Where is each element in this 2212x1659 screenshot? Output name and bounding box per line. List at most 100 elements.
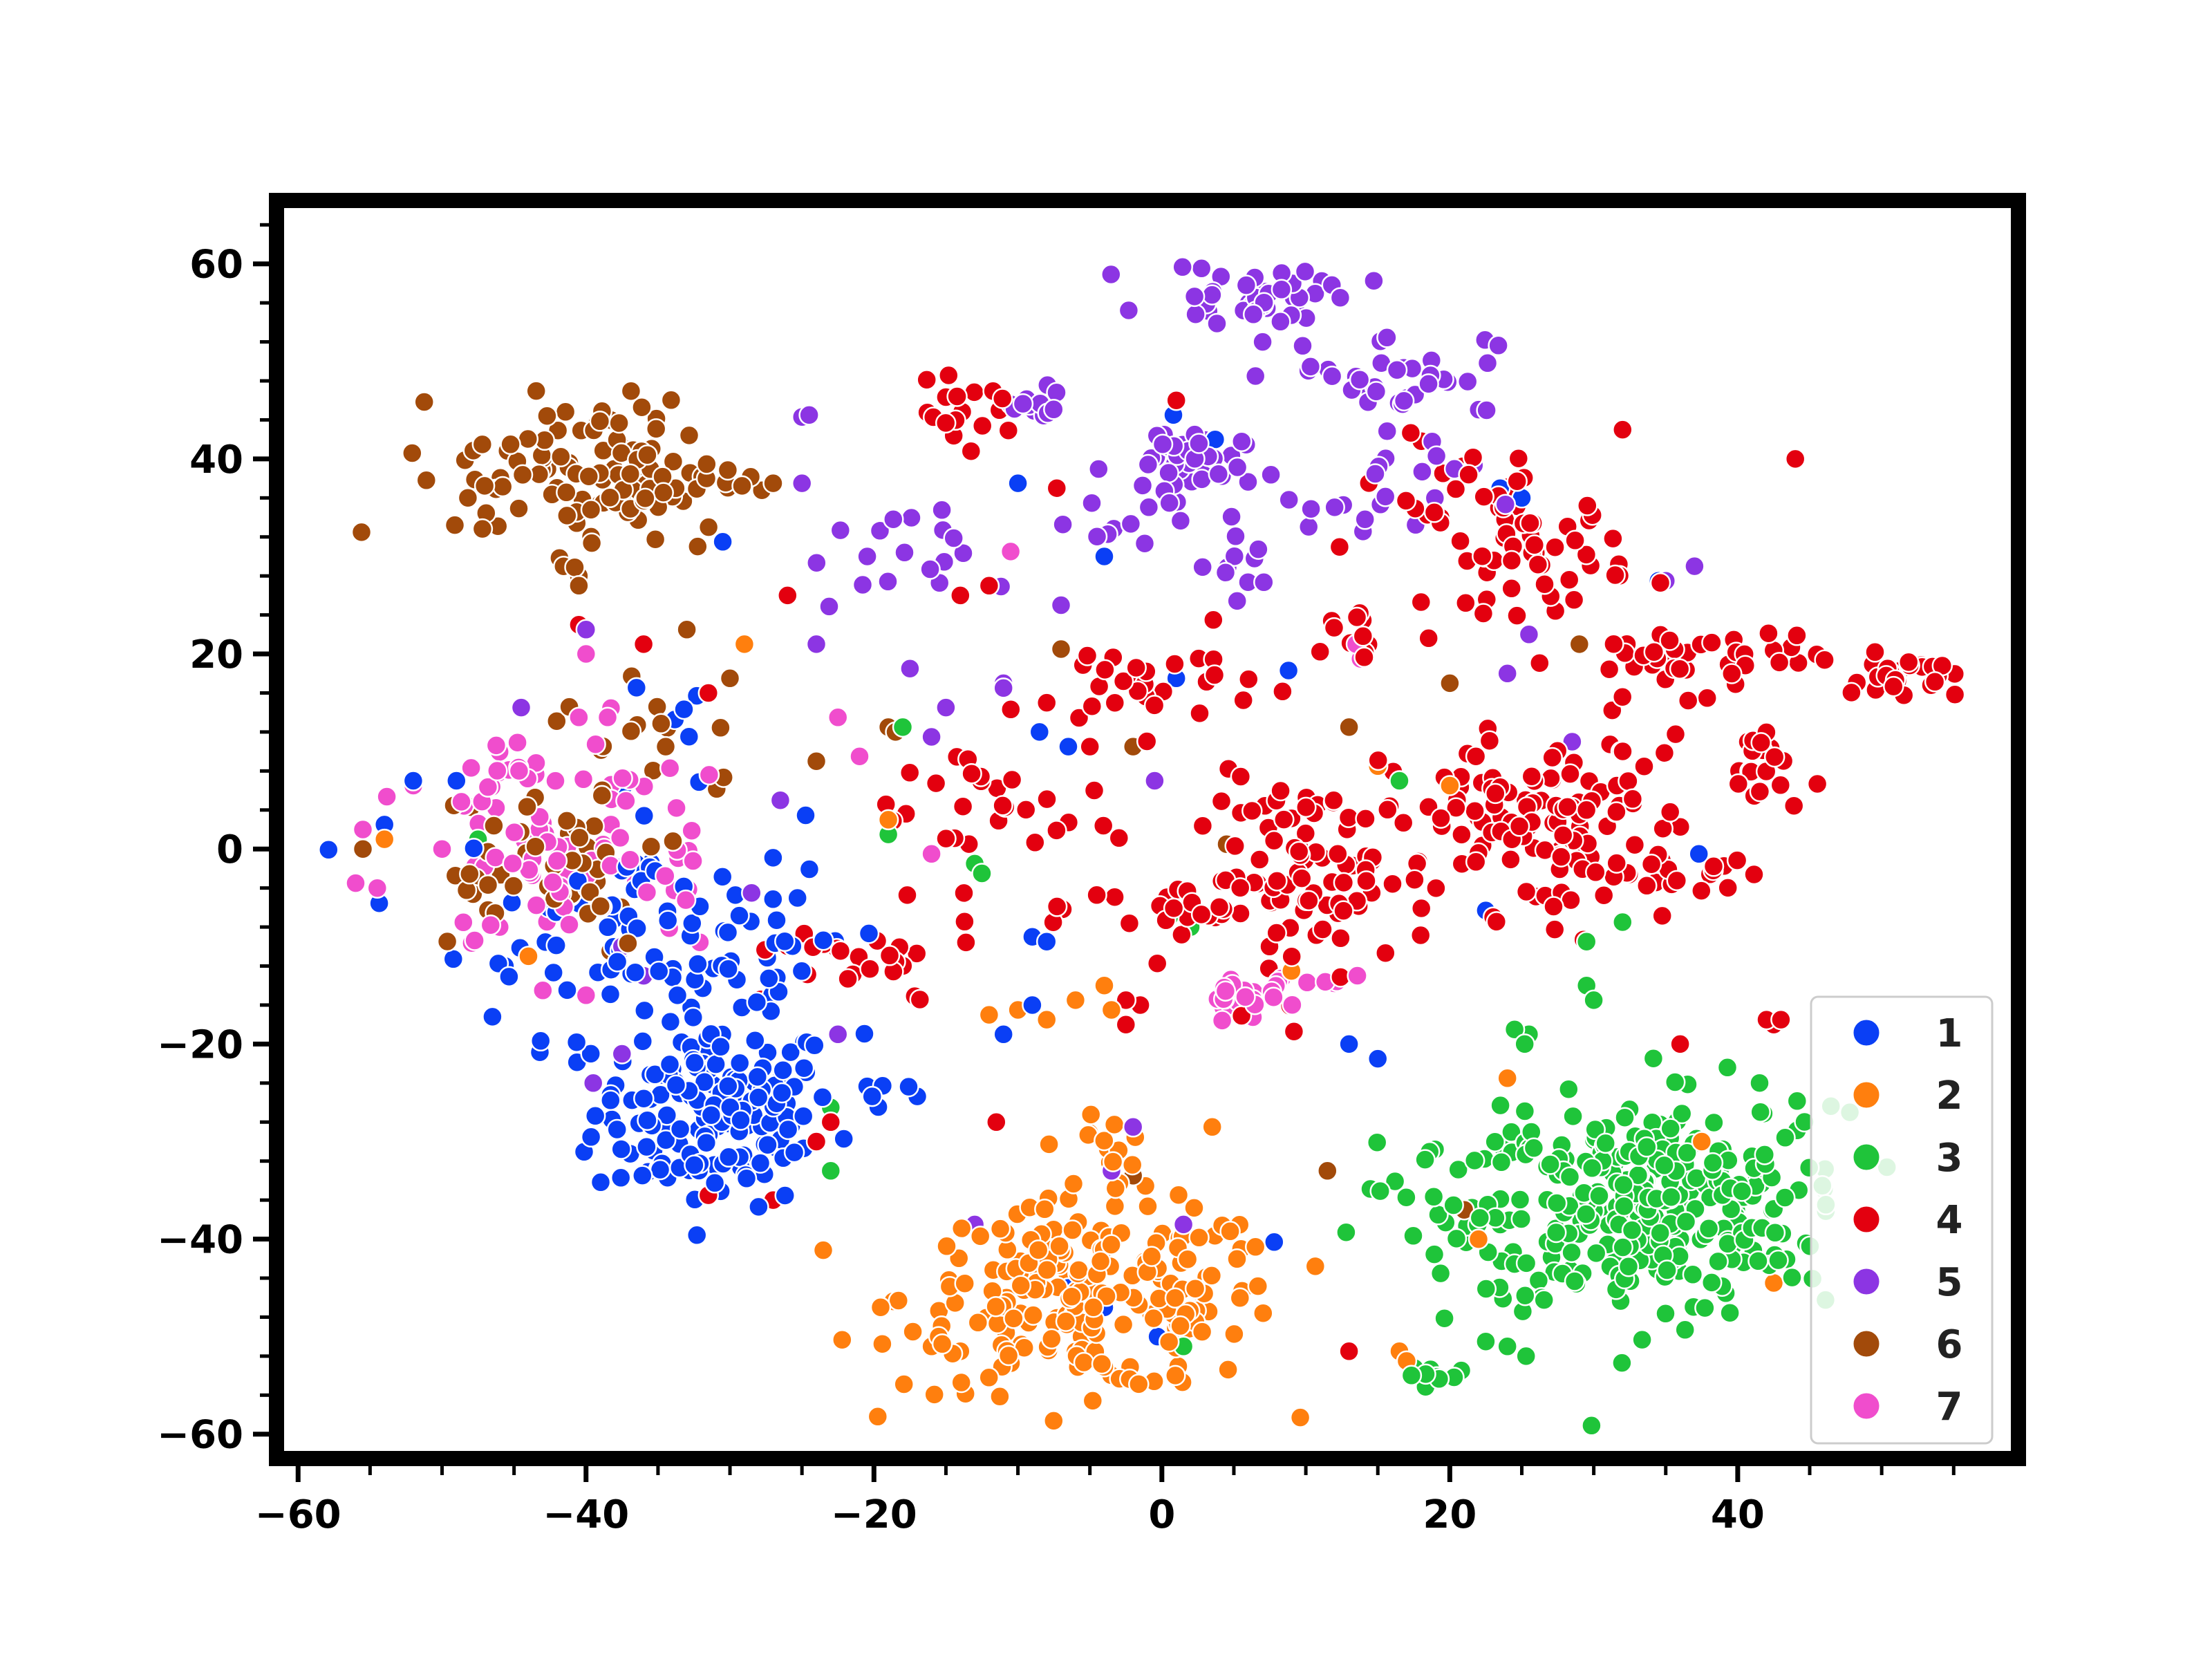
scatter-point-series-5 bbox=[1418, 373, 1439, 395]
scatter-point-series-1 bbox=[655, 1129, 677, 1151]
scatter-point-series-5 bbox=[1226, 590, 1248, 612]
scatter-point-series-1 bbox=[693, 1071, 715, 1093]
scatter-point-series-6 bbox=[525, 836, 546, 857]
scatter-point-series-4 bbox=[1094, 659, 1116, 681]
scatter-point-series-4 bbox=[1479, 730, 1501, 751]
scatter-point-series-4 bbox=[1472, 603, 1494, 624]
scatter-point-series-4 bbox=[1273, 809, 1295, 830]
scatter-point-series-4 bbox=[938, 364, 959, 386]
scatter-point-series-4 bbox=[1612, 740, 1633, 762]
scatter-point-series-4 bbox=[1330, 928, 1351, 949]
scatter-point-series-1 bbox=[657, 910, 679, 931]
scatter-point-series-7 bbox=[1282, 994, 1303, 1015]
scatter-point-series-5 bbox=[510, 697, 532, 718]
scatter-point-series-5 bbox=[1122, 1116, 1144, 1138]
scatter-point-series-1 bbox=[695, 1132, 718, 1154]
scatter-point-series-6 bbox=[676, 619, 697, 641]
scatter-point-series-2 bbox=[1034, 1199, 1056, 1220]
scatter-point-series-4 bbox=[1784, 448, 1806, 470]
scatter-point-series-7 bbox=[376, 786, 397, 807]
scatter-point-series-3 bbox=[1707, 1250, 1729, 1273]
y-tick-label: −60 bbox=[157, 1413, 243, 1458]
scatter-point-series-6 bbox=[697, 516, 720, 538]
scatter-point-series-4 bbox=[1501, 578, 1522, 599]
scatter-point-series-5 bbox=[1278, 489, 1300, 511]
legend-box bbox=[1810, 995, 1994, 1445]
legend-marker-5 bbox=[1851, 1266, 1882, 1297]
scatter-point-series-4 bbox=[1295, 823, 1317, 844]
scatter-point-series-2 bbox=[978, 1367, 1000, 1389]
scatter-point-series-4 bbox=[1643, 641, 1665, 663]
scatter-point-series-4 bbox=[1270, 780, 1291, 802]
scatter-point-series-6 bbox=[516, 796, 538, 818]
scatter-point-series-2 bbox=[1201, 1116, 1223, 1138]
scatter-point-series-5 bbox=[1354, 509, 1376, 530]
scatter-point-series-1 bbox=[705, 1053, 727, 1075]
scatter-point-series-1 bbox=[686, 1224, 708, 1246]
scatter-point-series-4 bbox=[1081, 695, 1103, 717]
scatter-point-series-4 bbox=[1115, 989, 1137, 1011]
scatter-point-series-4 bbox=[1633, 756, 1655, 777]
scatter-point-series-6 bbox=[444, 514, 466, 536]
scatter-point-series-2 bbox=[1003, 1308, 1024, 1329]
scatter-point-series-4 bbox=[820, 1112, 842, 1133]
scatter-point-series-5 bbox=[1201, 284, 1223, 306]
scatter-point-series-3 bbox=[1463, 1150, 1485, 1172]
scatter-point-series-5 bbox=[1225, 525, 1246, 547]
scatter-point-series-5 bbox=[575, 619, 597, 641]
scatter-point-series-4 bbox=[1203, 664, 1226, 686]
scatter-point-series-2 bbox=[1094, 1130, 1115, 1152]
scatter-point-series-2 bbox=[1165, 1365, 1186, 1387]
scatter-point-series-3 bbox=[1675, 1211, 1697, 1232]
scatter-point-series-4 bbox=[1092, 815, 1114, 836]
scatter-point-series-5 bbox=[805, 633, 827, 655]
scatter-point-series-6 bbox=[436, 930, 458, 953]
scatter-point-series-5 bbox=[935, 697, 957, 718]
scatter-point-series-1 bbox=[634, 1000, 655, 1022]
scatter-point-series-4 bbox=[1333, 872, 1355, 894]
scatter-point-series-3 bbox=[1774, 1187, 1796, 1208]
scatter-point-series-1 bbox=[747, 1087, 769, 1108]
scatter-point-series-1 bbox=[1058, 735, 1079, 758]
scatter-point-series-1 bbox=[498, 966, 520, 988]
scatter-point-series-2 bbox=[1035, 1009, 1058, 1031]
x-tick-label: −20 bbox=[831, 1492, 917, 1537]
scatter-point-series-4 bbox=[1079, 735, 1100, 758]
scatter-point-series-5 bbox=[1208, 463, 1230, 485]
scatter-point-series-1 bbox=[804, 1035, 825, 1056]
scatter-point-series-4 bbox=[1367, 749, 1389, 771]
scatter-point-series-3 bbox=[1649, 1222, 1671, 1244]
scatter-point-series-2 bbox=[1226, 1248, 1248, 1270]
scatter-point-series-4 bbox=[1266, 922, 1287, 944]
scatter-point-series-1 bbox=[463, 837, 485, 859]
scatter-point-series-6 bbox=[1568, 633, 1591, 655]
scatter-point-series-7 bbox=[545, 770, 566, 791]
scatter-point-series-4 bbox=[1534, 573, 1555, 595]
scatter-point-series-6 bbox=[1439, 673, 1461, 694]
scatter-point-series-6 bbox=[762, 472, 784, 494]
scatter-point-series-4 bbox=[1550, 846, 1572, 868]
scatter-point-series-4 bbox=[1046, 477, 1068, 499]
scatter-point-series-5 bbox=[1159, 492, 1180, 514]
scatter-point-series-7 bbox=[451, 791, 472, 813]
legend-marker-4 bbox=[1851, 1204, 1882, 1235]
scatter-point-series-2 bbox=[936, 1235, 957, 1257]
scatter-point-series-3 bbox=[1682, 1264, 1704, 1286]
scatter-point-series-4 bbox=[1611, 686, 1633, 708]
scatter-point-series-1 bbox=[793, 1057, 815, 1079]
legend-label-7: 7 bbox=[1936, 1385, 1963, 1430]
scatter-point-series-4 bbox=[1506, 470, 1528, 492]
scatter-point-series-5 bbox=[1132, 475, 1154, 496]
scatter-point-series-4 bbox=[1669, 1033, 1691, 1055]
scatter-point-series-2 bbox=[931, 1333, 953, 1355]
scatter-point-series-4 bbox=[1669, 658, 1691, 679]
scatter-point-series-6 bbox=[589, 411, 611, 432]
scatter-point-series-7 bbox=[681, 820, 702, 841]
scatter-point-series-4 bbox=[1558, 569, 1580, 590]
scatter-point-series-3 bbox=[1581, 1157, 1603, 1179]
scatter-point-series-5 bbox=[1231, 431, 1253, 452]
scatter-point-series-4 bbox=[1529, 652, 1550, 674]
scatter-point-series-5 bbox=[883, 508, 904, 530]
scatter-point-series-4 bbox=[1355, 808, 1376, 830]
scatter-point-series-5 bbox=[818, 596, 840, 617]
